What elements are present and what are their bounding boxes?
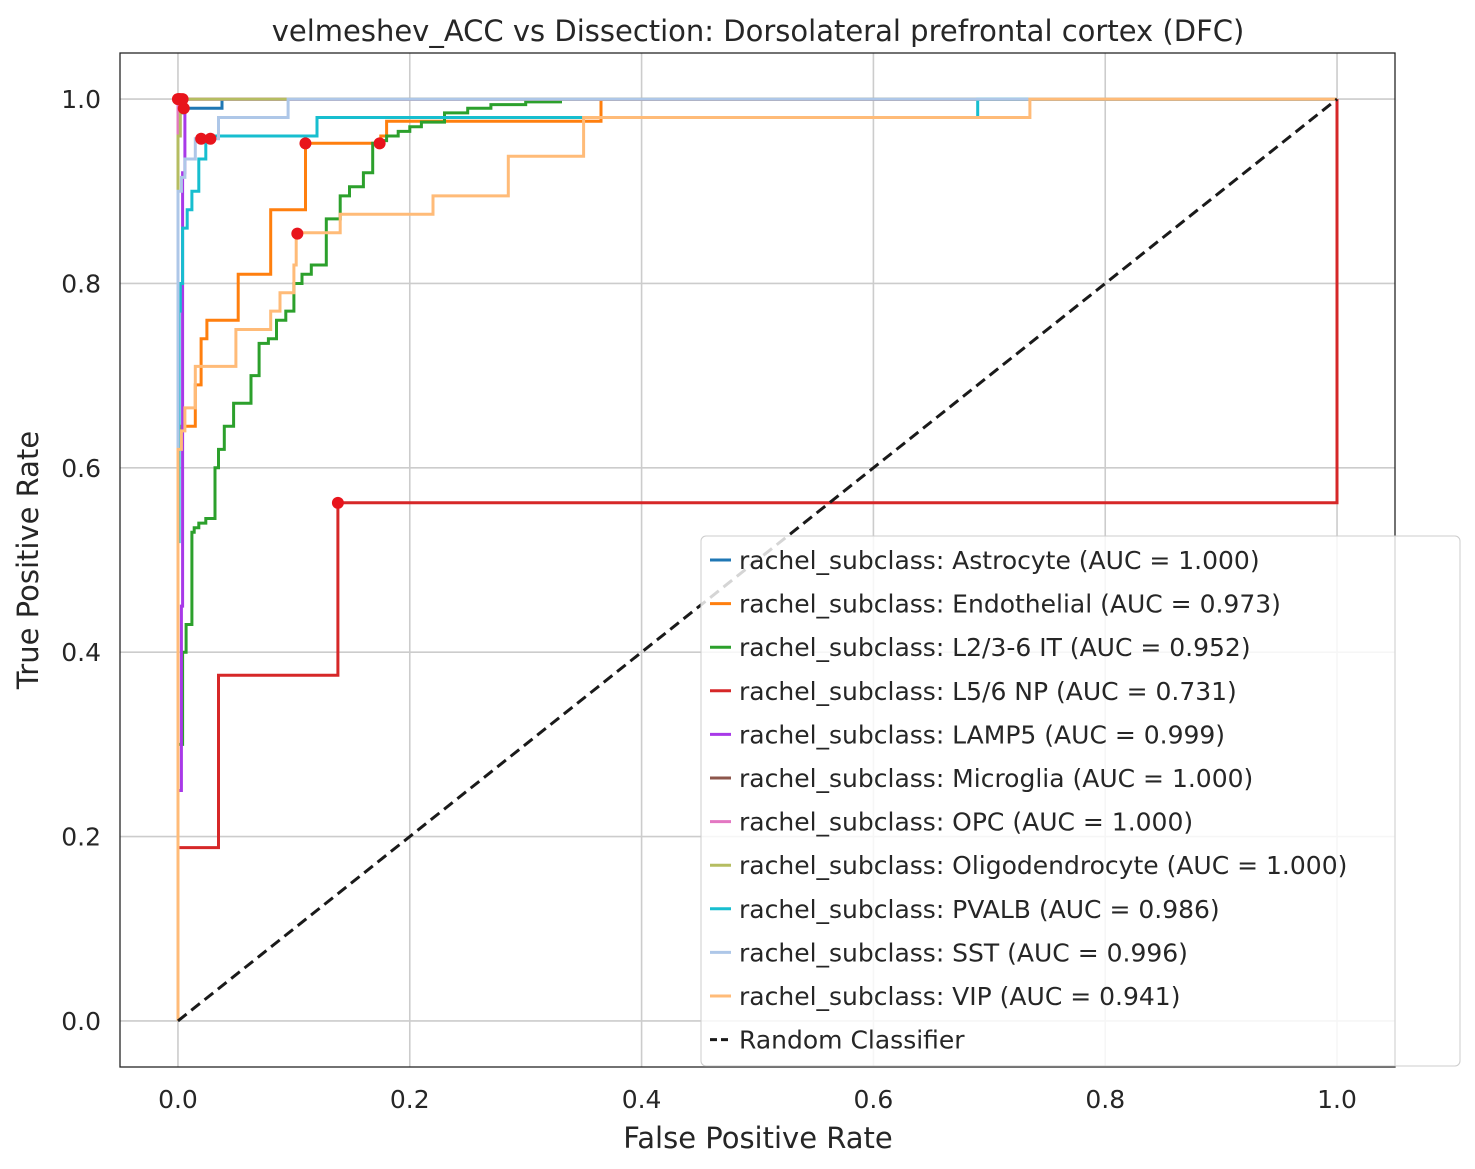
legend-entry: rachel_subclass: Endothelial (AUC = 0.97…: [739, 590, 1281, 619]
legend-entry: rachel_subclass: PVALB (AUC = 0.986): [739, 895, 1220, 924]
threshold-marker-2: [373, 137, 386, 150]
x-tick-label: 0.0: [158, 1085, 198, 1114]
roc-curve-10: [176, 97, 1337, 1021]
y-tick-label: 1.0: [61, 85, 101, 114]
y-tick-label: 0.4: [61, 638, 101, 667]
legend-entry: rachel_subclass: Oligodendrocyte (AUC = …: [739, 851, 1347, 880]
y-tick-label: 0.6: [61, 454, 101, 483]
threshold-marker-1: [299, 137, 312, 150]
legend-entry: rachel_subclass: Microglia (AUC = 1.000): [739, 764, 1253, 793]
legend-entry: rachel_subclass: L5/6 NP (AUC = 0.731): [739, 677, 1237, 706]
legend-entry: rachel_subclass: SST (AUC = 0.996): [739, 938, 1188, 967]
x-tick-label: 1.0: [1317, 1085, 1357, 1114]
legend-entry: Random Classifier: [739, 1026, 965, 1055]
legend-entry: rachel_subclass: OPC (AUC = 1.000): [739, 808, 1193, 837]
y-tick-label: 0.2: [61, 823, 101, 852]
threshold-marker-9: [195, 132, 208, 145]
threshold-marker-10: [291, 227, 304, 240]
x-tick-label: 0.2: [390, 1085, 430, 1114]
y-axis-ticks: 0.0 0.2 0.4 0.6 0.8 1.0: [61, 85, 101, 1036]
x-tick-label: 0.8: [1085, 1085, 1125, 1114]
legend-entry: rachel_subclass: L2/3-6 IT (AUC = 0.952): [739, 633, 1251, 662]
legend-entry: rachel_subclass: LAMP5 (AUC = 0.999): [739, 720, 1225, 749]
roc-curve-8: [176, 97, 1337, 1021]
x-tick-label: 0.4: [622, 1085, 662, 1114]
legend: rachel_subclass: Astrocyte (AUC = 1.000)…: [700, 535, 1461, 1067]
x-axis-label: False Positive Rate: [623, 1121, 893, 1155]
legend-entry: rachel_subclass: Astrocyte (AUC = 1.000): [739, 546, 1260, 575]
roc-curve-2: [176, 97, 1337, 1021]
legend-box: [700, 535, 1461, 1067]
plot-area: [171, 93, 1339, 1023]
legend-entry: rachel_subclass: VIP (AUC = 0.941): [739, 982, 1180, 1011]
threshold-marker-0: [177, 102, 190, 115]
y-tick-label: 0.0: [61, 1007, 101, 1036]
threshold-marker-3: [331, 496, 344, 509]
roc-curve-3: [176, 99, 1339, 1021]
chart-title: velmeshev_ACC vs Dissection: Dorsolatera…: [272, 14, 1245, 48]
x-tick-label: 0.6: [854, 1085, 894, 1114]
x-axis-ticks: 0.0 0.2 0.4 0.6 0.8 1.0: [158, 1085, 1357, 1114]
threshold-marker-7: [174, 93, 187, 106]
y-tick-label: 0.8: [61, 269, 101, 298]
y-axis-label: True Positive Rate: [11, 431, 45, 690]
roc-curve-9: [176, 97, 1337, 1021]
threshold-marker-8: [204, 132, 217, 145]
